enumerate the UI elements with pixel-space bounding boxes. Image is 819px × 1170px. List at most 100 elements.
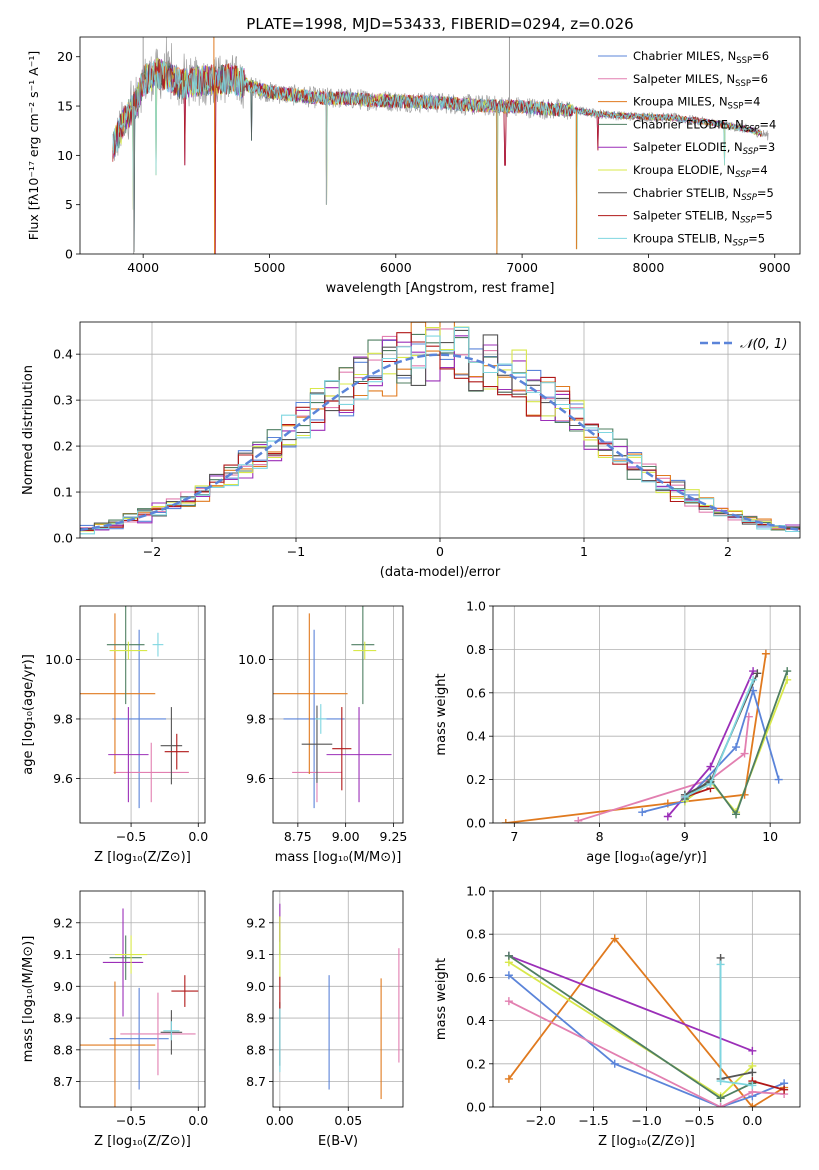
legend-label: 𝒩(0, 1): [740, 337, 787, 352]
weight-marker: [504, 971, 513, 980]
weight-marker: [748, 1081, 757, 1090]
axes-frame: [79, 36, 801, 255]
y-tick-label: 8.7: [53, 1074, 73, 1089]
x-tick-label: −2.0: [525, 1113, 555, 1128]
model-spectrum-8: [112, 60, 762, 254]
error-bar-point: [80, 981, 156, 1107]
weight-marker: [748, 1068, 757, 1077]
y-axis-label: age [log₁₀(age/yr)]: [21, 654, 36, 775]
chart-mass-weight-vs-age: 7 8 9 10 0.0 0.2 0.4 0.6 0.8 1.0 age [log₁₀(age/yr…: [434, 599, 801, 865]
weight-marker: [740, 749, 749, 758]
x-axis-label: Z [log₁₀(Z/Z⊙)]: [94, 1134, 191, 1149]
chart-mass-vs-Z: −0.5 0.0 8.7 8.8 8.9 9.0 9.1 9.2 Z [log₁₀(Z/Z⊙)]…: [21, 890, 208, 1149]
y-tick-label: 10.0: [45, 652, 73, 667]
legend-label: Kroupa MILES, NSSP=4: [633, 95, 760, 112]
weight-marker: [706, 779, 715, 788]
weight-marker: [748, 1103, 757, 1107]
plot-area: [80, 606, 205, 823]
x-tick-label: 10: [762, 829, 778, 844]
x-tick-label: −2: [143, 544, 161, 559]
weight-marker: [744, 712, 753, 721]
chart-residual-histogram: −2 −1 0 1 2 0.0 0.1 0.2 0.3 0.4 (data-model)/error…: [21, 321, 801, 580]
plot-area: [493, 606, 800, 823]
legend-label: Chabrier STELIB, NSSP=5: [633, 186, 774, 203]
error-bar-point: [164, 733, 189, 770]
legend: 𝒩(0, 1): [700, 337, 787, 352]
chart-age-vs-mass: 8.75 9.00 9.25 9.6 9.8 10.0 mass [log₁₀(M/M⊙)]: [238, 605, 407, 865]
weight-marker: [761, 649, 770, 658]
x-tick-label: 4000: [127, 260, 159, 275]
error-bar-point: [108, 707, 149, 803]
error-bar-point: [301, 705, 333, 783]
weight-marker: [574, 816, 583, 823]
y-tick-label: 9.1: [246, 947, 266, 962]
weight-series-0: [505, 653, 767, 823]
chart-spectrum: 4000 5000 6000 7000 8000 9000 0 5 10 15 20 waveleng…: [26, 15, 801, 296]
y-axis-label: mass [log₁₀(M/M⊙)]: [21, 936, 36, 1063]
x-tick-label: −0.5: [116, 1113, 146, 1128]
y-tick-label: 0.2: [53, 439, 73, 454]
x-tick-label: 7: [510, 829, 518, 844]
y-tick-label: 9.8: [53, 711, 73, 726]
y-tick-label: 9.1: [53, 947, 73, 962]
legend-label: Salpeter MILES, NSSP=6: [633, 72, 768, 89]
error-bar-point: [283, 629, 345, 809]
weight-marker: [732, 743, 741, 752]
plot-area: [273, 891, 403, 1107]
weight-marker: [638, 808, 647, 817]
gridlines: [493, 891, 800, 1107]
y-tick-label: 9.8: [246, 711, 266, 726]
y-tick-label: 0: [65, 247, 73, 262]
y-tick-label: 9.0: [246, 979, 266, 994]
x-tick-label: 0.0: [742, 1113, 762, 1128]
y-tick-label: 0.8: [466, 927, 486, 942]
axes-frame: [79, 605, 206, 824]
error-bar-point: [273, 613, 348, 774]
legend-label: Salpeter ELODIE, NSSP=3: [633, 140, 775, 157]
y-tick-label: 0.0: [466, 1100, 486, 1115]
x-tick-label: 0.0: [188, 829, 208, 844]
plot-area: [493, 891, 800, 1107]
x-tick-label: 0: [436, 544, 444, 559]
weight-series-8: [719, 964, 753, 1087]
weight-series-2: [508, 1000, 785, 1107]
x-tick-label: 9: [681, 829, 689, 844]
weight-series-7: [752, 1080, 785, 1091]
chart-age-vs-Z: −0.5 0.0 9.6 9.8 10.0 Z [log₁₀(Z/Z⊙)] age [log…: [21, 605, 208, 865]
x-axis-label: wavelength [Angstrom, rest frame]: [326, 281, 555, 296]
error-bar-point: [112, 629, 167, 809]
weight-marker: [504, 997, 513, 1006]
error-bar-point: [120, 992, 196, 1076]
x-tick-label: 0.0: [188, 1113, 208, 1128]
legend-label: Kroupa ELODIE, NSSP=4: [633, 163, 768, 180]
weight-series-5: [684, 670, 789, 817]
y-tick-label: 9.2: [246, 915, 266, 930]
plot-area: [80, 322, 800, 538]
chart-mass-vs-EBV: 0.00 0.05 8.7 8.8 8.9 9.0 9.1 9.2 E(B-V): [246, 890, 404, 1149]
weight-marker: [504, 951, 513, 960]
error-bar-point: [109, 935, 142, 980]
weight-marker: [610, 1059, 619, 1068]
error-bar-point: [351, 606, 375, 705]
gridlines: [80, 606, 205, 823]
weight-marker: [716, 1094, 725, 1103]
x-tick-label: 0.00: [266, 1113, 294, 1128]
legend-label: Chabrier MILES, NSSP=6: [633, 49, 769, 66]
y-tick-label: 0.8: [466, 642, 486, 657]
legend-label: Kroupa STELIB, NSSP=5: [633, 231, 765, 248]
weight-marker: [716, 960, 725, 969]
chart-mass-weight-vs-Z: −2.0 −1.5 −1.0 −0.5 0.0 0.0 0.2 0.4 0.6 0.8 1.0 Z […: [434, 884, 801, 1149]
weight-marker: [504, 1074, 513, 1083]
error-bar-point: [353, 641, 377, 660]
weight-marker: [783, 667, 792, 676]
weight-marker: [716, 1103, 725, 1107]
x-tick-label: 5000: [254, 260, 286, 275]
weight-marker: [748, 1046, 757, 1055]
y-axis-label: mass weight: [434, 958, 449, 1040]
y-axis-label: Flux [fλ10⁻¹⁷ erg cm⁻² s⁻¹ A⁻¹]: [26, 51, 41, 240]
y-tick-label: 0.4: [53, 347, 73, 362]
weight-series-1: [578, 716, 750, 822]
y-tick-label: 15: [57, 99, 73, 114]
x-tick-label: 8000: [633, 260, 665, 275]
axes-frame: [492, 605, 801, 824]
